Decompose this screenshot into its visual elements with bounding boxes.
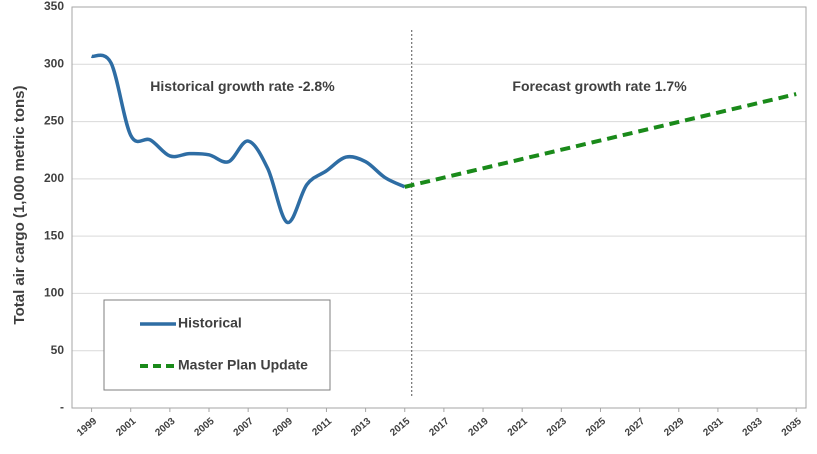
y-tick-label: 300 xyxy=(44,56,64,70)
annotation: Forecast growth rate 1.7% xyxy=(512,78,687,94)
y-tick-label: 50 xyxy=(51,343,65,357)
x-tick-label: 2005 xyxy=(193,416,217,439)
line xyxy=(404,92,797,189)
x-tick-label: 2011 xyxy=(310,416,334,439)
legend-label: Historical xyxy=(178,315,242,331)
x-tick-label: 2025 xyxy=(584,416,608,439)
annotation: Historical growth rate -2.8% xyxy=(150,78,335,94)
x-tick-label: 2029 xyxy=(662,416,686,439)
x-tick-label: 2009 xyxy=(271,416,295,439)
x-tick-label: 2035 xyxy=(780,416,804,439)
y-tick-label: 200 xyxy=(44,171,64,185)
y-tick-label: 150 xyxy=(44,228,64,242)
legend-label: Master Plan Update xyxy=(178,357,308,373)
y-tick-label: 350 xyxy=(44,0,64,13)
x-tick-label: 2015 xyxy=(388,416,412,439)
x-tick-label: 2021 xyxy=(506,416,530,439)
x-tick-label: 2003 xyxy=(153,416,177,439)
x-tick-label: 2033 xyxy=(741,416,765,439)
y-tick-label: 100 xyxy=(44,286,64,300)
x-tick-label: 2007 xyxy=(232,416,256,439)
plot-border xyxy=(71,6,807,409)
x-tick-label: 2017 xyxy=(427,416,451,439)
x-tick-label: 2031 xyxy=(701,416,725,439)
line xyxy=(90,53,406,225)
x-tick-label: 2019 xyxy=(467,416,491,439)
x-tick-label: 2023 xyxy=(545,416,569,439)
legend-box xyxy=(103,299,331,391)
x-tick-label: 2001 xyxy=(114,416,138,439)
x-tick-label: 2027 xyxy=(623,416,647,439)
x-tick-label: 1999 xyxy=(75,416,99,439)
y-tick-label: - xyxy=(60,400,64,414)
x-tick-label: 2013 xyxy=(349,416,373,439)
y-axis-label: Total air cargo (1,000 metric tons) xyxy=(11,86,28,325)
y-tick-label: 250 xyxy=(44,114,64,128)
